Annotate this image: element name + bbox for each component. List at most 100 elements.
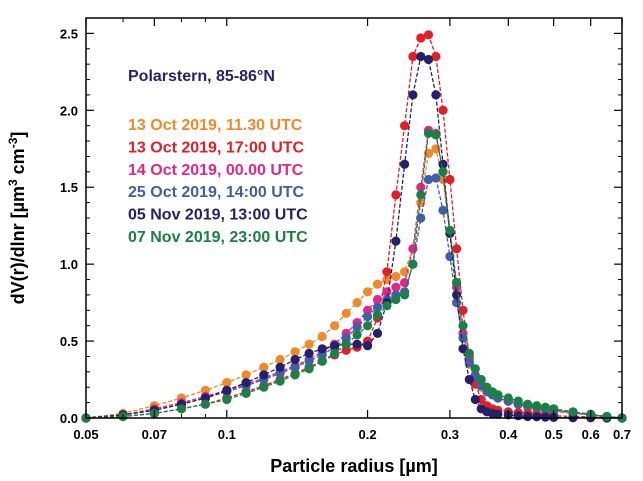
legend-entry: 13 Oct 2019, 11.30 UTC — [128, 117, 303, 134]
data-point — [290, 354, 300, 365]
data-point — [352, 339, 362, 349]
data-point — [438, 167, 448, 177]
data-point — [470, 394, 480, 405]
data-point — [513, 396, 523, 406]
plot-content — [81, 30, 627, 423]
data-point — [493, 390, 503, 400]
data-point — [438, 205, 448, 215]
data-point — [222, 394, 232, 405]
data-point — [391, 236, 401, 246]
y-tick-label: 2.5 — [60, 26, 78, 41]
data-point — [408, 51, 418, 62]
data-point — [416, 190, 426, 200]
y-axis-label-sup1: 3 — [6, 179, 20, 186]
data-point — [416, 182, 426, 192]
y-axis-label-sup2: -3 — [6, 137, 20, 148]
data-point — [391, 294, 401, 305]
data-point — [431, 173, 441, 183]
legend-entry: 05 Nov 2019, 13:00 UTC — [128, 207, 308, 224]
x-tick-label: 0.6 — [582, 427, 600, 442]
data-point — [416, 33, 426, 43]
legend-entry: 14 Oct 2019, 00.00 UTC — [128, 162, 304, 179]
data-point — [452, 278, 462, 288]
data-point — [400, 159, 410, 169]
y-tick-label: 2.0 — [60, 103, 78, 118]
data-point — [423, 174, 434, 185]
data-point — [330, 321, 340, 331]
data-point — [452, 290, 462, 300]
y-axis-label-mid: cm — [8, 148, 28, 179]
data-point — [431, 90, 441, 100]
data-point — [423, 128, 434, 138]
data-point — [458, 333, 468, 343]
data-point — [259, 362, 269, 372]
data-point — [391, 190, 401, 200]
series-line — [85, 177, 623, 419]
data-point — [304, 356, 314, 366]
legend: Polarstern, 85-86°N 13 Oct 2019, 11.30 UT… — [128, 68, 308, 246]
data-point — [241, 378, 251, 388]
data-point — [352, 298, 362, 308]
data-point — [290, 347, 300, 357]
data-point — [540, 402, 551, 412]
data-point — [470, 364, 480, 374]
data-point — [431, 51, 441, 62]
data-point — [241, 388, 251, 398]
data-point — [241, 370, 251, 380]
data-point — [372, 279, 383, 289]
data-point — [452, 298, 462, 308]
data-point — [416, 51, 426, 62]
data-point — [423, 54, 434, 65]
data-point — [352, 330, 362, 340]
data-point — [382, 267, 392, 277]
data-point — [275, 354, 285, 365]
data-point — [408, 90, 418, 100]
data-point — [317, 344, 327, 354]
data-point — [458, 321, 468, 331]
data-point — [200, 399, 210, 409]
y-tick-label: 1.0 — [60, 257, 78, 272]
x-tick-label: 0.4 — [499, 427, 518, 442]
data-point — [391, 271, 401, 282]
data-point — [452, 244, 462, 254]
data-point — [317, 331, 327, 342]
data-point — [445, 174, 455, 185]
data-point — [382, 301, 392, 311]
x-axis-label: Particle radius [µm] — [270, 456, 437, 476]
data-point — [222, 385, 232, 395]
data-point — [523, 399, 533, 409]
legend-entry: 07 Nov 2019, 23:00 UTC — [128, 229, 308, 246]
data-point — [341, 308, 351, 318]
data-point — [438, 159, 448, 169]
y-axis-label-main: dV(r)/dlnr [µm — [8, 186, 28, 304]
data-point — [304, 364, 314, 374]
data-point — [363, 287, 373, 297]
data-point — [363, 341, 373, 351]
data-point — [602, 411, 612, 422]
data-point — [317, 356, 327, 366]
axes: 0.05 0.07 0.1 0.2 0.3 0.4 0.5 0.6 0.7 0.0 0.5 1.0 1.… — [60, 18, 631, 442]
data-point — [408, 259, 418, 269]
data-point — [372, 310, 383, 320]
data-point — [458, 344, 468, 354]
x-tick-label: 0.3 — [441, 427, 459, 442]
x-tick-label: 0.07 — [142, 427, 167, 442]
data-point — [290, 362, 300, 372]
data-point — [372, 294, 383, 305]
series-2 — [81, 30, 627, 423]
data-point — [352, 322, 362, 332]
data-point — [445, 225, 455, 235]
data-point — [330, 341, 340, 351]
data-point — [540, 412, 551, 422]
data-point — [259, 370, 269, 380]
y-axis-label-end: ] — [8, 132, 28, 138]
x-tick-label: 0.05 — [73, 427, 98, 442]
legend-entry: 13 Oct 2019, 17:00 UTC — [128, 139, 305, 156]
y-tick-label: 1.5 — [60, 180, 78, 195]
data-point — [400, 267, 410, 277]
data-point — [330, 348, 340, 358]
data-point — [400, 290, 410, 300]
data-point — [493, 409, 503, 419]
x-tick-label: 0.7 — [613, 427, 631, 442]
